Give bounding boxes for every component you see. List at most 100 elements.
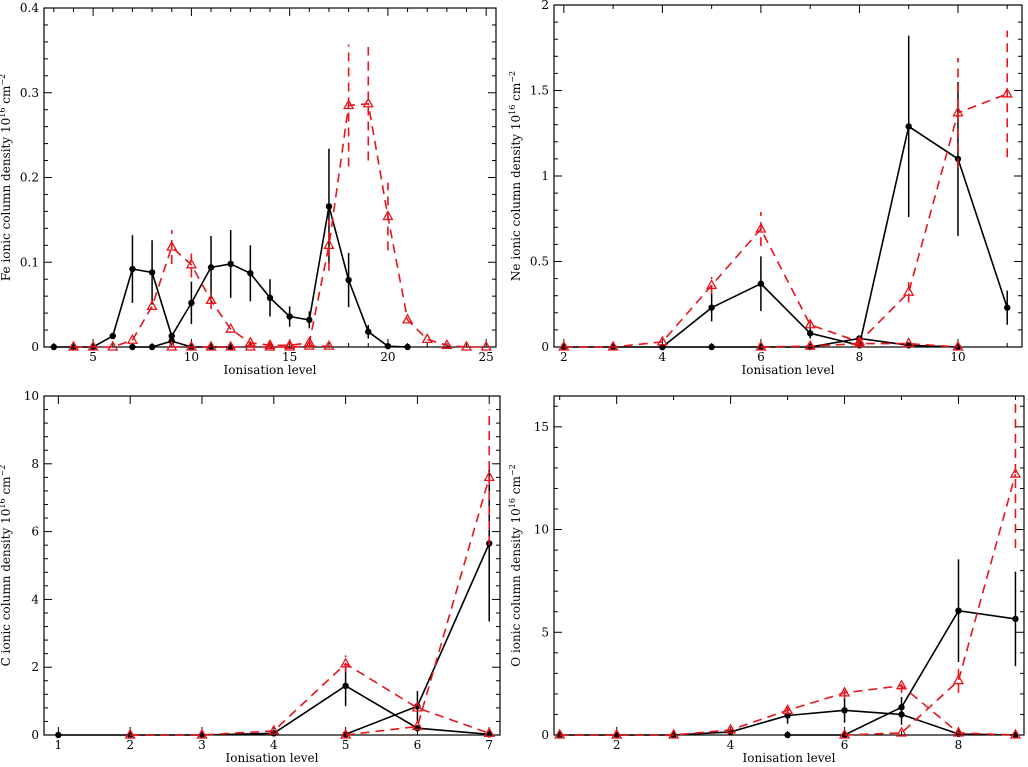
- o-data-point-triangle: [554, 728, 566, 739]
- fe-series-line: [132, 340, 231, 348]
- ne-data-point-triangle: [755, 340, 767, 351]
- ne-y-axis-title: Ne ionic column density 1016 cm−2: [508, 71, 523, 281]
- o-series-line: [559, 684, 1016, 736]
- o-y-axis-title-ylabel-exp1: 16: [508, 498, 517, 508]
- fe-data-point: [247, 270, 254, 277]
- c-data-point-triangle: [268, 724, 280, 735]
- o-data-point: [784, 731, 791, 739]
- c-plot-frame: [43, 395, 501, 736]
- ne-data-point-triangle: [903, 337, 915, 348]
- fe-data-point-triangle: [107, 340, 119, 351]
- o-y-axis-title-ylabel-unit: cm: [509, 476, 523, 499]
- ne-data-point-triangle: [706, 279, 718, 290]
- ne-series-line: [563, 93, 1008, 348]
- fe-data-point: [109, 332, 116, 340]
- fe-data-point: [227, 260, 234, 268]
- fe-data-point-triangle: [401, 313, 414, 324]
- ne-data-point-triangle: [1001, 87, 1013, 98]
- fe-data-point: [365, 328, 372, 335]
- ne-y-axis-title-ylabel-exp2: −2: [508, 71, 517, 83]
- o-y-tick-label: 10: [534, 523, 549, 537]
- c-series-line: [130, 662, 490, 736]
- fe-series-2: [67, 44, 492, 351]
- ne-y-axis-title-ylabel-main: Ne ionic column density 10: [509, 115, 523, 281]
- ne-data-point: [708, 343, 715, 351]
- fe-data-point: [306, 316, 313, 324]
- fe-y-tick-label: 0.2: [20, 171, 39, 185]
- ne-y-axis-title-ylabel-unit: cm: [509, 82, 523, 105]
- fe-data-point-triangle: [382, 210, 394, 221]
- o-data-point-triangle: [724, 723, 737, 734]
- fe-x-tick-label: 5: [89, 350, 97, 364]
- fe-data-point: [148, 343, 156, 351]
- fe-data-point-triangle: [205, 340, 217, 351]
- o-y-axis-title: O ionic column density 1016 cm−2: [508, 464, 523, 666]
- ne-data-point-triangle: [804, 318, 816, 329]
- o-data-point-triangle: [838, 728, 851, 739]
- fe-data-point-triangle: [421, 333, 433, 344]
- fe-data-point-triangle: [480, 340, 492, 351]
- fe-y-tick-label: 0.4: [20, 1, 39, 15]
- fe-data-point-triangle: [225, 322, 237, 333]
- c-y-axis-title-ylabel-unit: cm: [0, 476, 13, 499]
- o-x-axis-title: Ionisation level: [743, 751, 836, 765]
- fe-data-point-triangle: [362, 97, 374, 108]
- fe-series-1: [129, 337, 234, 351]
- c-x-tick-label: 6: [414, 738, 422, 752]
- fe-data-point: [148, 269, 156, 276]
- c-y-tick-label: 4: [31, 592, 39, 606]
- o-data-point-triangle: [1009, 728, 1022, 739]
- fe-data-point: [325, 203, 333, 210]
- fe-x-axis-title: Ionisation level: [224, 363, 317, 377]
- o-data-point-triangle: [1009, 467, 1022, 478]
- c-y-tick-label: 8: [31, 457, 39, 471]
- fe-data-point-triangle: [460, 340, 473, 351]
- fe-x-tick-label: 10: [184, 350, 199, 364]
- fe-data-point-triangle: [323, 238, 335, 249]
- fe-series-0: [50, 148, 411, 351]
- fe-data-point-triangle: [205, 294, 217, 305]
- c-data-point-triangle: [483, 726, 495, 737]
- ne-data-point: [905, 123, 912, 130]
- c-series-2: [124, 655, 495, 739]
- ne-data-point-triangle: [656, 335, 668, 346]
- ne-y-tick-label: 0: [541, 340, 549, 354]
- c-data-point-triangle: [411, 701, 424, 712]
- c-y-axis-title-ylabel-exp2: −2: [0, 465, 7, 477]
- fe-data-point: [384, 342, 392, 350]
- ne-data-point: [708, 304, 715, 311]
- fe-series-line: [73, 102, 487, 348]
- ne-data-point-triangle: [607, 340, 619, 351]
- ne-data-point-triangle: [952, 106, 964, 117]
- c-y-tick-label: 10: [24, 389, 39, 403]
- c-x-tick-label: 1: [55, 738, 63, 752]
- ne-x-tick-label: 6: [757, 350, 765, 364]
- ne-x-tick-label: 4: [659, 350, 667, 364]
- c-y-tick-label: 2: [31, 660, 39, 674]
- c-data-point-triangle: [124, 728, 136, 739]
- fe-y-axis-title-ylabel-exp2: −2: [0, 74, 7, 86]
- c-x-tick-label: 3: [198, 738, 206, 752]
- c-data-point-triangle: [339, 728, 352, 739]
- ne-y-tick-label: 2: [541, 0, 549, 12]
- o-data-point-triangle: [611, 728, 623, 739]
- o-x-tick-label: 2: [613, 738, 621, 752]
- fe-data-point-triangle: [225, 340, 237, 351]
- ne-data-point-triangle: [558, 340, 570, 351]
- ne-x-tick-label: 10: [950, 350, 965, 364]
- fe-data-point: [50, 343, 58, 351]
- fe-data-point-triangle: [87, 340, 99, 351]
- c-y-tick-label: 6: [31, 525, 39, 539]
- c-x-tick-label: 7: [485, 738, 493, 752]
- fe-series-3: [166, 339, 335, 351]
- o-data-point-triangle: [781, 704, 794, 714]
- ne-data-point: [1004, 304, 1011, 311]
- fe-data-point-triangle: [342, 99, 355, 110]
- c-data-point-triangle: [411, 720, 424, 731]
- fe-x-tick-label: 20: [380, 350, 395, 364]
- ne-series-0: [659, 35, 1011, 351]
- ne-data-point: [806, 330, 814, 337]
- c-x-tick-label: 5: [342, 738, 350, 752]
- ne-series-2: [558, 30, 1013, 351]
